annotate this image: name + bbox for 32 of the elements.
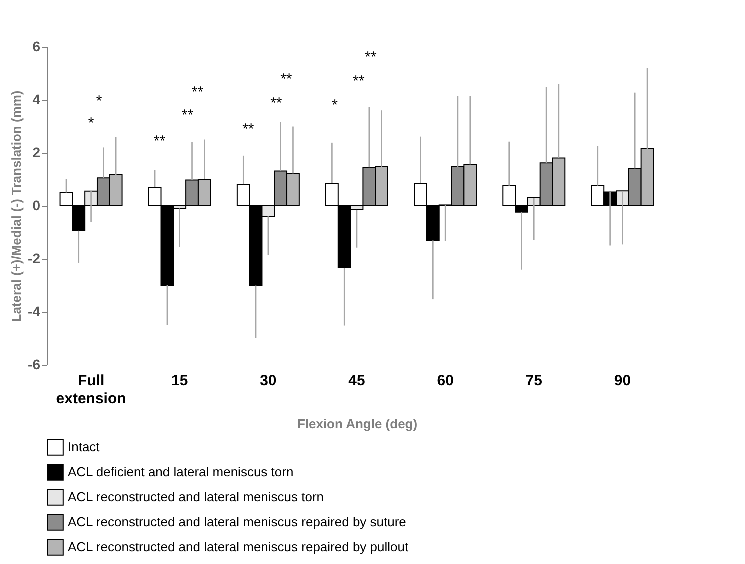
annotation: ** xyxy=(280,71,292,88)
legend-label: ACL reconstructed and lateral meniscus repaired by suture xyxy=(68,514,406,530)
annotation: ** xyxy=(353,73,365,90)
annotation: * xyxy=(96,93,102,110)
legend-label: ACL deficient and lateral meniscus torn xyxy=(68,464,294,480)
annotation: ** xyxy=(242,121,254,138)
y-axis-title: Lateral (+)/Medial (-) Translation (mm) xyxy=(9,90,24,322)
annotation: ** xyxy=(365,49,377,66)
annotation: ** xyxy=(270,95,282,112)
y-tick-label: 0 xyxy=(32,198,41,214)
legend-label: ACL reconstructed and lateral meniscus repaired by pullout xyxy=(68,540,409,554)
x-tick-label: 60 xyxy=(437,372,454,390)
y-tick-label: 2 xyxy=(32,144,41,160)
x-tick-label: 30 xyxy=(260,372,277,390)
annotation: ** xyxy=(182,107,194,124)
annotation: ** xyxy=(192,84,204,101)
x-tick-label: 75 xyxy=(526,372,542,390)
annotation: * xyxy=(332,97,338,114)
annotation: * xyxy=(88,115,94,132)
y-tick-label: -6 xyxy=(28,356,41,372)
x-tick-label: 45 xyxy=(348,372,366,390)
y-tick-label: -2 xyxy=(28,250,41,266)
y-tick-label: 4 xyxy=(32,92,41,108)
legend-label: Intact xyxy=(68,440,100,454)
x-axis-title: Flexion Angle (deg) xyxy=(297,416,418,432)
x-tick-label: Full extension xyxy=(56,372,126,408)
annotation: ** xyxy=(154,133,166,150)
x-tick-label: 15 xyxy=(172,372,188,390)
y-tick-label: 6 xyxy=(32,38,41,54)
y-tick-label: -4 xyxy=(28,304,41,320)
legend-label: ACL reconstructed and lateral meniscus torn xyxy=(68,490,324,504)
x-tick-label: 90 xyxy=(614,372,632,390)
